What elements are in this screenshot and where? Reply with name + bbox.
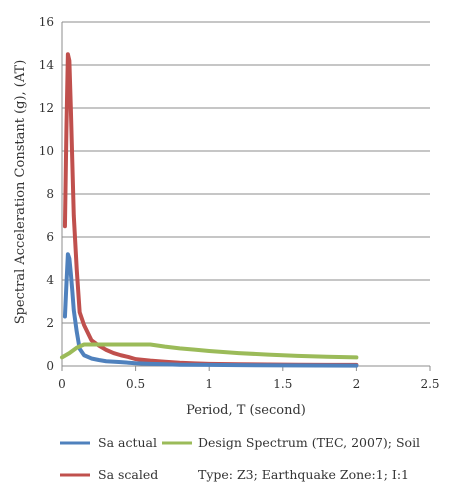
series-lines [60,52,359,368]
tick-labels: 0 2 4 6 8 10 12 14 16 0 0.5 1 1.5 2 2.5 [39,15,440,391]
x-tick-label: 0.5 [126,377,145,391]
x-tick-label: 2.5 [420,377,439,391]
axes [61,22,431,371]
y-tick-label: 10 [39,144,54,158]
x-tick-label: 0 [58,377,66,391]
x-tick-label: 1 [205,377,213,391]
series-line-design-spectrum [60,342,359,360]
legend-label-design-spectrum-line2: Type: Z3; Earthquake Zone:1; I:1 [198,467,409,482]
legend-label-sa-actual: Sa actual [98,435,157,450]
legend-label-sa-scaled: Sa scaled [98,467,158,482]
x-axis-title: Period, T (second) [186,403,306,418]
y-tick-label: 14 [39,58,55,72]
y-tick-label: 16 [39,15,54,29]
x-tick-label: 2 [353,377,361,391]
y-tick-label: 0 [46,359,54,373]
y-tick-label: 8 [46,187,54,201]
gridlines [62,21,430,324]
y-tick-label: 12 [39,101,54,115]
y-tick-label: 4 [46,273,54,287]
y-tick-label: 6 [46,230,54,244]
y-axis-title: Spectral Acceleration Constant (g), (AT) [13,60,28,325]
series-line-sa-scaled [62,52,359,367]
y-tick-label: 2 [46,316,54,330]
legend-label-design-spectrum-line1: Design Spectrum (TEC, 2007); Soil [198,435,420,450]
x-tick-label: 1.5 [273,377,292,391]
series-line-sa-actual [62,252,359,368]
legend: Sa actual Sa scaled Design Spectrum (TEC… [60,435,420,482]
